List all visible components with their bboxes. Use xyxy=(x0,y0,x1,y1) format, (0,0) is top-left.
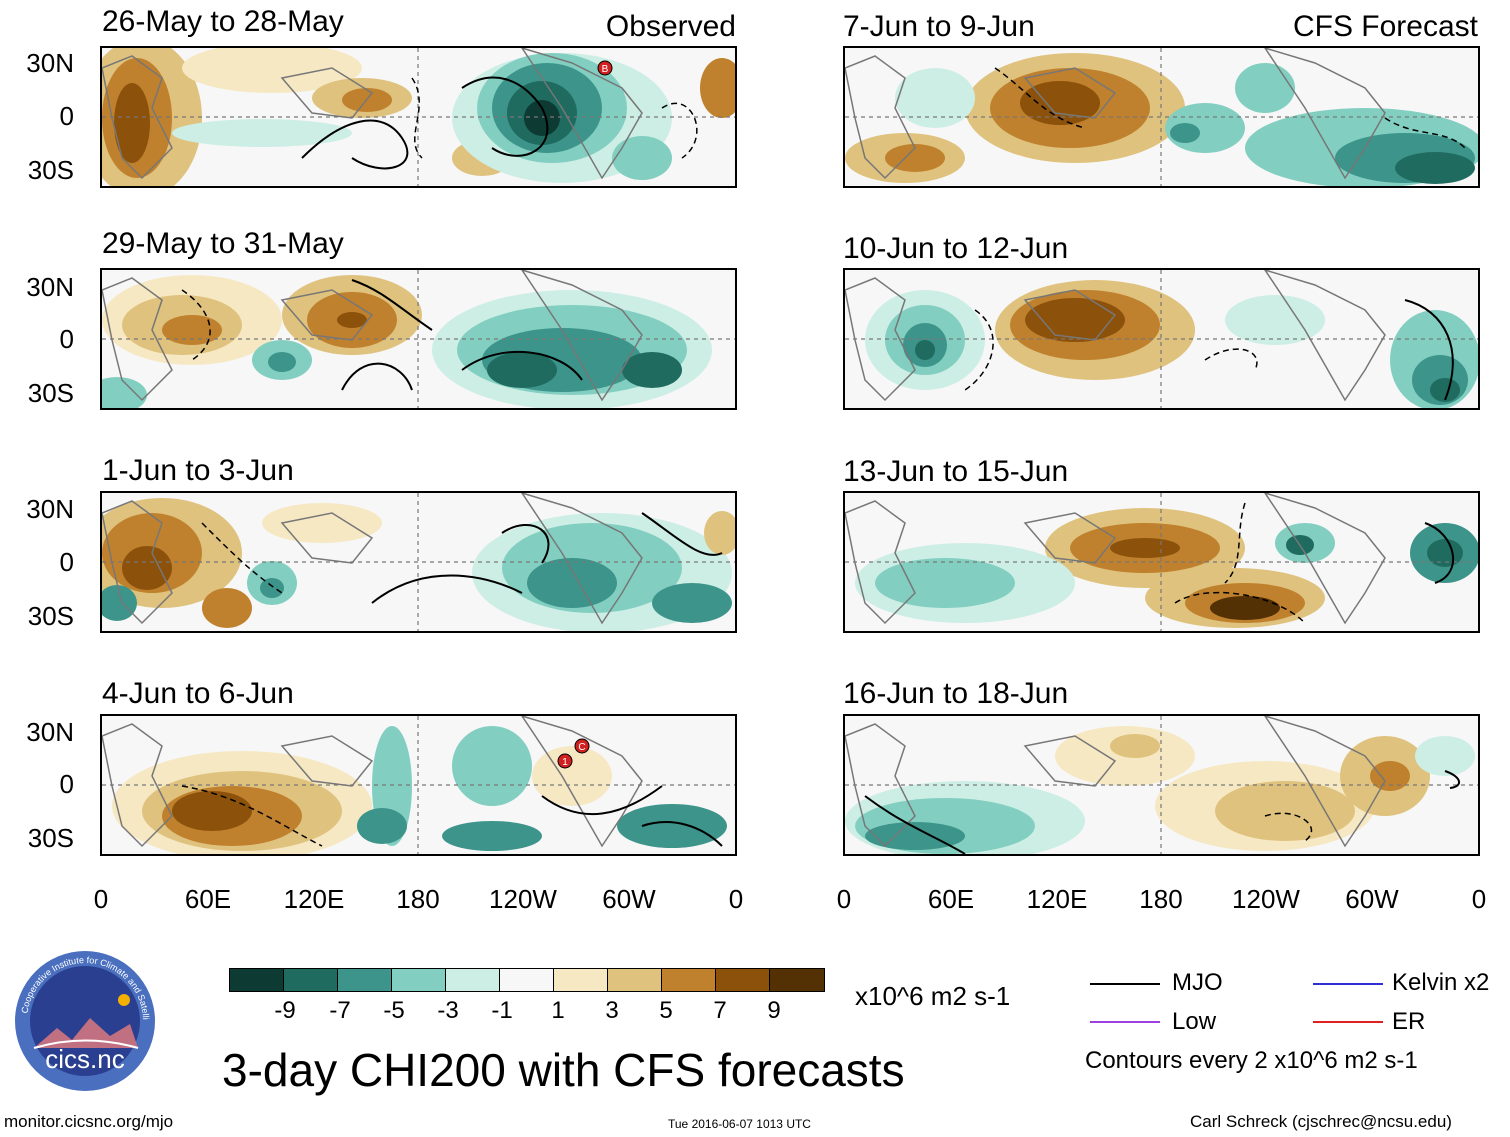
colorbar-swatch xyxy=(500,969,554,991)
lat-label-30s: 30S xyxy=(27,601,74,631)
legend-er-label: ER xyxy=(1392,1008,1426,1035)
colorbar-swatch xyxy=(770,969,824,991)
lon-label-0: 0 xyxy=(93,884,109,914)
colorbar-tick: 1 xyxy=(551,997,565,1024)
lon-label-60e: 60E xyxy=(927,884,975,914)
colorbar-tick: -3 xyxy=(437,997,459,1024)
panel-title-fc-2: 10-Jun to 12-Jun xyxy=(843,232,1069,265)
storm-marker xyxy=(557,753,573,769)
legend-mjo-line xyxy=(1090,983,1160,985)
legend-er-line xyxy=(1313,1021,1383,1023)
colorbar-tick: 7 xyxy=(713,997,727,1024)
main-title: 3-day CHI200 with CFS forecasts xyxy=(222,1044,905,1096)
logo-emblem: Cooperative Institute for Climate and Sa… xyxy=(9,940,155,1091)
map-field xyxy=(845,270,1478,408)
map-field: 1 C xyxy=(102,716,735,854)
footer-website[interactable]: monitor.cicsnc.org/mjo xyxy=(4,1112,174,1131)
colorbar-swatch xyxy=(446,969,500,991)
lon-label-60w: 60W xyxy=(602,884,656,914)
panel-title-obs-3: 1-Jun to 3-Jun xyxy=(102,454,294,487)
panel-title-obs-4: 4-Jun to 6-Jun xyxy=(102,677,294,710)
lat-label-30s: 30S xyxy=(27,823,74,853)
map-field: B xyxy=(102,48,735,186)
footer-timestamp: Tue 2016-06-07 1013 UTC xyxy=(668,1117,811,1131)
lat-label-30n: 30N xyxy=(26,272,74,302)
cics-logo: Cooperative Institute for Climate and Sa… xyxy=(9,940,158,1094)
map-panel-obs-4: 1 C xyxy=(100,714,737,856)
map-panel-fc-3 xyxy=(843,491,1480,633)
map-panel-fc-2 xyxy=(843,268,1480,410)
map-panel-obs-2 xyxy=(100,268,737,410)
colorbar-swatch xyxy=(608,969,662,991)
map-field xyxy=(102,493,735,631)
legend-low-label: Low xyxy=(1172,1008,1217,1035)
colorbar-tick: -9 xyxy=(274,997,296,1024)
map-panel-obs-1: B xyxy=(100,46,737,188)
lon-label-60e: 60E xyxy=(184,884,232,914)
map-field xyxy=(102,270,735,408)
lon-label-0: 0 xyxy=(836,884,852,914)
lon-label-120w: 120W xyxy=(1232,884,1300,914)
lat-label-30n: 30N xyxy=(26,48,74,78)
map-panel-obs-3 xyxy=(100,491,737,633)
legend-mjo-label: MJO xyxy=(1172,969,1223,996)
colorbar-tick: 9 xyxy=(767,997,781,1024)
panel-title-obs-2: 29-May to 31-May xyxy=(102,227,344,260)
map-panel-fc-4 xyxy=(843,714,1480,856)
colorbar-swatch xyxy=(338,969,392,991)
panel-title-fc-1: 7-Jun to 9-Jun xyxy=(843,10,1035,43)
lat-label-30s: 30S xyxy=(27,378,74,408)
lon-label-180: 180 xyxy=(1139,884,1183,914)
legend-kelvin-label: Kelvin x2 xyxy=(1392,969,1490,996)
lon-label-0-end: 0 xyxy=(728,884,744,914)
storm-label-1: 1 xyxy=(562,757,568,768)
observed-header: Observed xyxy=(605,10,736,43)
lat-label-eq: 0 xyxy=(59,547,74,577)
map-panel-fc-1 xyxy=(843,46,1480,188)
storm-label-b: B xyxy=(602,64,609,75)
lon-label-120e: 120E xyxy=(1026,884,1088,914)
lon-label-180: 180 xyxy=(396,884,440,914)
legend-low-line xyxy=(1090,1021,1160,1023)
colorbar-swatch xyxy=(230,969,284,991)
colorbar-swatch xyxy=(662,969,716,991)
panel-title-fc-3: 13-Jun to 15-Jun xyxy=(843,455,1069,488)
lat-label-eq: 0 xyxy=(59,101,74,131)
colorbar-tick: 3 xyxy=(605,997,619,1024)
legend-kelvin-line xyxy=(1313,983,1383,985)
colorbar-units: x10^6 m2 s-1 xyxy=(855,981,1011,1011)
colorbar-tick: -7 xyxy=(329,997,351,1024)
lat-label-30n: 30N xyxy=(26,717,74,747)
colorbar-swatch xyxy=(284,969,338,991)
lon-label-120w: 120W xyxy=(489,884,557,914)
lon-label-120e: 120E xyxy=(283,884,345,914)
colorbar-tick: 5 xyxy=(659,997,673,1024)
panel-title-obs-1: 26-May to 28-May xyxy=(102,5,344,38)
colorbar xyxy=(229,968,825,992)
colorbar-swatch xyxy=(716,969,770,991)
logo-name: cics.nc xyxy=(45,1044,124,1074)
storm-label-c: C xyxy=(578,742,585,753)
map-field xyxy=(845,493,1478,631)
lon-label-60w: 60W xyxy=(1345,884,1399,914)
storm-marker xyxy=(574,738,590,754)
lat-label-eq: 0 xyxy=(59,324,74,354)
footer-author: Carl Schreck (cjschrec@ncsu.edu) xyxy=(1190,1112,1452,1131)
colorbar-tick: -5 xyxy=(383,997,405,1024)
panel-title-fc-4: 16-Jun to 18-Jun xyxy=(843,677,1069,710)
storm-marker xyxy=(597,60,613,76)
lat-label-eq: 0 xyxy=(59,769,74,799)
colorbar-swatch xyxy=(554,969,608,991)
lat-label-30s: 30S xyxy=(27,155,74,185)
lat-label-30n: 30N xyxy=(26,494,74,524)
lon-label-0-end: 0 xyxy=(1471,884,1487,914)
colorbar-tick: -1 xyxy=(491,997,513,1024)
colorbar-swatch xyxy=(392,969,446,991)
map-field xyxy=(845,716,1478,854)
sun-icon xyxy=(118,994,130,1006)
legend-contours-note: Contours every 2 x10^6 m2 s-1 xyxy=(1085,1047,1418,1074)
forecast-header: CFS Forecast xyxy=(1292,10,1478,43)
map-field xyxy=(845,48,1478,186)
